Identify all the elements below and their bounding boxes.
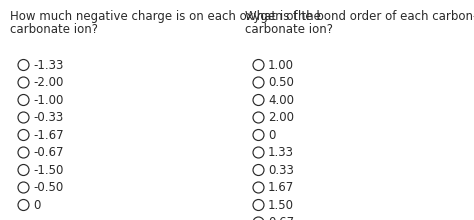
Text: 0: 0 — [268, 128, 275, 141]
Text: carbonate ion?: carbonate ion? — [245, 23, 333, 36]
Text: -1.00: -1.00 — [33, 94, 64, 106]
Text: -1.50: -1.50 — [33, 163, 64, 176]
Text: 1.67: 1.67 — [268, 181, 294, 194]
Text: What is the bond order of each carbon-oxygen bond in the: What is the bond order of each carbon-ox… — [245, 10, 474, 23]
Text: 1.00: 1.00 — [268, 59, 294, 72]
Text: carbonate ion?: carbonate ion? — [10, 23, 98, 36]
Text: 1.33: 1.33 — [268, 146, 294, 159]
Text: -1.67: -1.67 — [33, 128, 64, 141]
Text: 1.50: 1.50 — [268, 198, 294, 211]
Text: 4.00: 4.00 — [268, 94, 294, 106]
Text: 0.33: 0.33 — [268, 163, 294, 176]
Text: 2.00: 2.00 — [268, 111, 294, 124]
Text: How much negative charge is on each oxygen of the: How much negative charge is on each oxyg… — [10, 10, 321, 23]
Text: 0.67: 0.67 — [268, 216, 294, 220]
Text: 0: 0 — [33, 198, 40, 211]
Text: 0.50: 0.50 — [268, 76, 294, 89]
Text: -0.50: -0.50 — [33, 181, 63, 194]
Text: -0.67: -0.67 — [33, 146, 64, 159]
Text: -1.33: -1.33 — [33, 59, 64, 72]
Text: -0.33: -0.33 — [33, 111, 63, 124]
Text: -2.00: -2.00 — [33, 76, 64, 89]
